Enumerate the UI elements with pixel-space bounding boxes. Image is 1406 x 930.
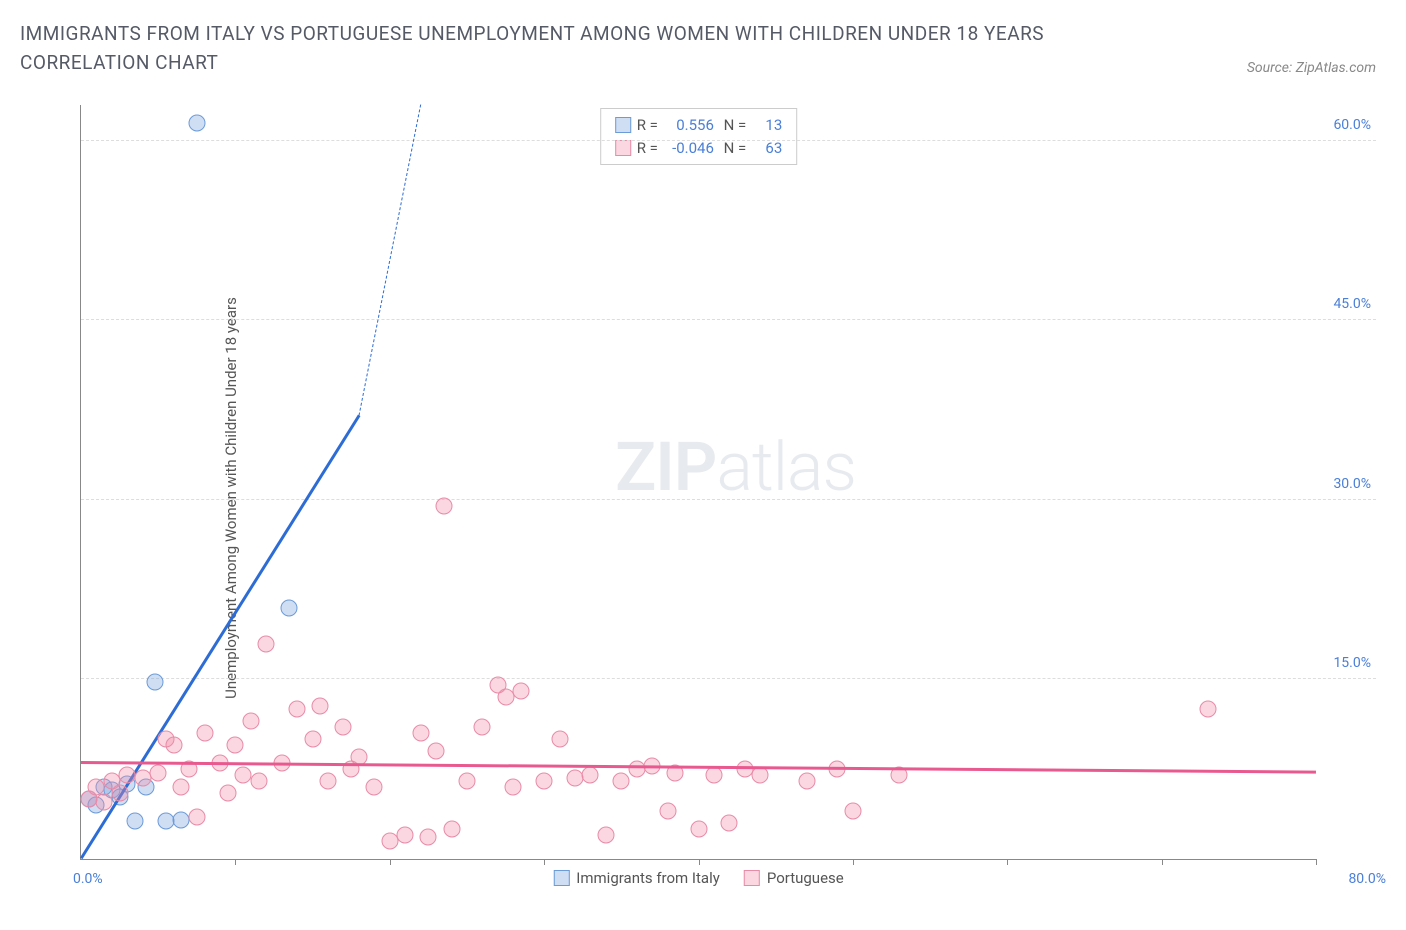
data-point — [497, 689, 514, 706]
data-point — [567, 769, 584, 786]
data-point — [736, 761, 753, 778]
data-point — [150, 764, 167, 781]
data-point — [242, 713, 259, 730]
data-point — [435, 497, 452, 514]
data-point — [690, 821, 707, 838]
data-point — [312, 697, 329, 714]
data-point — [289, 701, 306, 718]
data-point — [1199, 701, 1216, 718]
data-point — [512, 683, 529, 700]
legend-swatch-italy-icon — [553, 870, 569, 886]
data-point — [335, 719, 352, 736]
legend-item-portuguese: Portuguese — [744, 869, 844, 887]
data-point — [458, 773, 475, 790]
gridline — [81, 678, 1376, 679]
series-legend: Immigrants from Italy Portuguese — [553, 869, 843, 887]
x-tick — [1007, 859, 1008, 865]
data-point — [157, 812, 174, 829]
data-point — [127, 812, 144, 829]
data-point — [258, 635, 275, 652]
data-point — [304, 731, 321, 748]
x-tick — [699, 859, 700, 865]
x-tick — [1316, 859, 1317, 865]
data-point — [613, 773, 630, 790]
legend-item-italy: Immigrants from Italy — [553, 869, 720, 887]
data-point — [173, 811, 190, 828]
data-point — [147, 673, 164, 690]
data-point — [381, 833, 398, 850]
x-tick — [853, 859, 854, 865]
chart-title: IMMIGRANTS FROM ITALY VS PORTUGUESE UNEM… — [20, 20, 1120, 77]
data-point — [96, 793, 113, 810]
data-point — [505, 779, 522, 796]
data-point — [397, 827, 414, 844]
data-point — [721, 815, 738, 832]
data-point — [798, 773, 815, 790]
data-point — [551, 731, 568, 748]
data-point — [705, 767, 722, 784]
gridline — [81, 319, 1376, 320]
trend-line — [81, 761, 1316, 773]
data-point — [536, 773, 553, 790]
data-point — [219, 785, 236, 802]
data-point — [752, 767, 769, 784]
gridline — [81, 499, 1376, 500]
data-point — [659, 803, 676, 820]
chart-container: Unemployment Among Women with Children U… — [60, 105, 1376, 890]
data-point — [281, 599, 298, 616]
legend-swatch-italy — [615, 117, 631, 133]
x-axis-max-label: 80.0% — [1348, 871, 1386, 887]
data-point — [165, 737, 182, 754]
x-tick — [544, 859, 545, 865]
data-point — [173, 779, 190, 796]
data-point — [844, 803, 861, 820]
trend-line-extrapolated — [358, 104, 421, 415]
data-point — [582, 767, 599, 784]
y-tick-label: 30.0% — [1333, 476, 1371, 492]
y-tick-label: 45.0% — [1333, 296, 1371, 312]
x-tick — [390, 859, 391, 865]
x-axis-min-label: 0.0% — [73, 871, 103, 887]
data-point — [428, 743, 445, 760]
x-tick — [235, 859, 236, 865]
data-point — [111, 785, 128, 802]
data-point — [235, 767, 252, 784]
data-point — [227, 737, 244, 754]
legend-swatch-portuguese — [615, 140, 631, 156]
data-point — [628, 761, 645, 778]
data-point — [474, 719, 491, 736]
legend-row-italy: R = 0.556 N = 13 — [615, 114, 783, 137]
gridline — [81, 140, 1376, 141]
watermark: ZIPatlas — [615, 427, 856, 507]
data-point — [443, 821, 460, 838]
data-point — [420, 829, 437, 846]
correlation-legend: R = 0.556 N = 13 R = -0.046 N = 63 — [600, 108, 798, 165]
data-point — [119, 767, 136, 784]
legend-swatch-portuguese-icon — [744, 870, 760, 886]
x-tick — [1162, 859, 1163, 865]
y-tick-label: 60.0% — [1333, 117, 1371, 133]
source-attribution: Source: ZipAtlas.com — [1247, 60, 1376, 76]
data-point — [412, 725, 429, 742]
y-tick-label: 15.0% — [1333, 655, 1371, 671]
data-point — [320, 773, 337, 790]
data-point — [188, 114, 205, 131]
data-point — [196, 725, 213, 742]
data-point — [134, 769, 151, 786]
data-point — [366, 779, 383, 796]
data-point — [188, 809, 205, 826]
plot-area: ZIPatlas R = 0.556 N = 13 R = -0.046 N =… — [80, 105, 1316, 860]
data-point — [250, 773, 267, 790]
data-point — [597, 827, 614, 844]
